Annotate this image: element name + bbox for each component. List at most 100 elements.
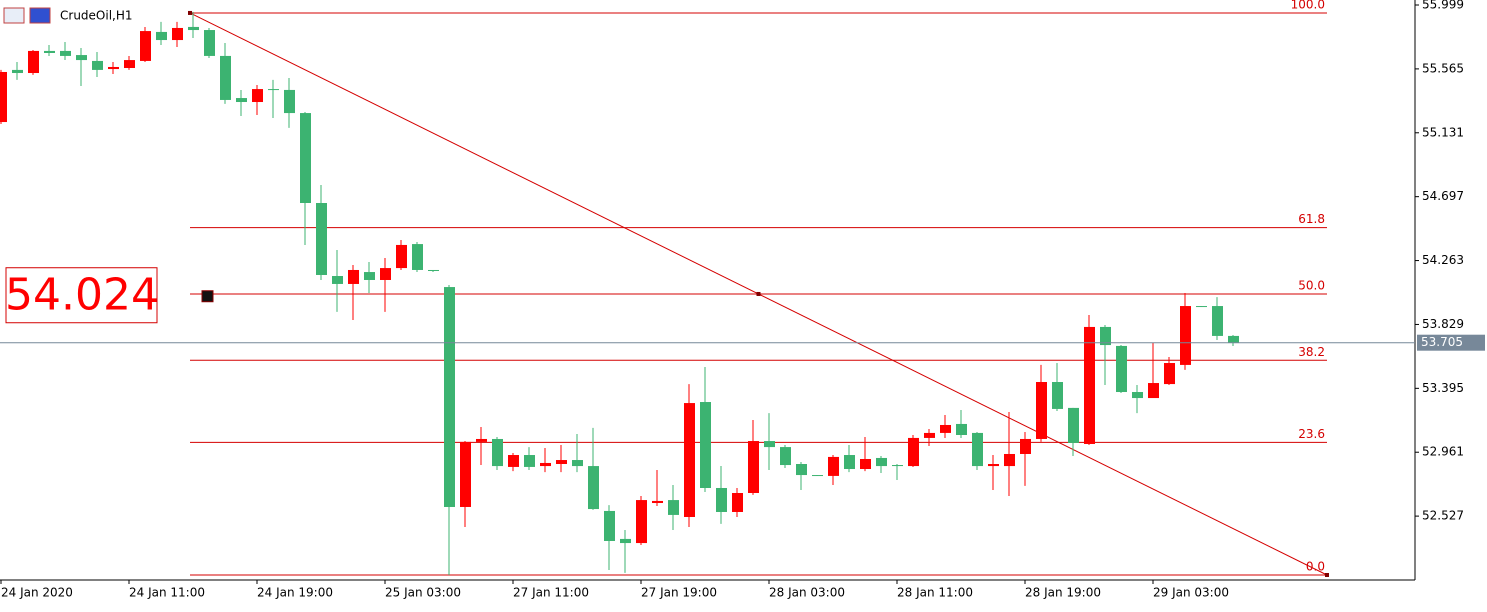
- x-tick-label: 28 Jan 11:00: [897, 586, 973, 600]
- candle-body: [188, 26, 199, 31]
- candle-body: [1004, 453, 1015, 467]
- candle-body: [956, 423, 967, 435]
- candle-body: [172, 27, 183, 41]
- candle-body: [876, 457, 887, 467]
- last-price-box: [1417, 334, 1485, 351]
- candle-body: [700, 402, 711, 488]
- x-tick-label: 27 Jan 19:00: [641, 586, 717, 600]
- plot-area: 100.0 61.8 50.0 38.2 23.6 0.0: [0, 0, 1329, 577]
- fib-anchor: [756, 291, 761, 296]
- candle-body: [1180, 306, 1191, 365]
- candle-body: [284, 89, 295, 114]
- candle-body: [204, 30, 215, 56]
- candle-body: [252, 89, 263, 103]
- candle-body: [604, 510, 615, 541]
- candle-body: [556, 460, 567, 464]
- candle-body: [732, 493, 743, 512]
- candle-body: [412, 244, 423, 270]
- candle-body: [572, 460, 583, 467]
- candle-body: [828, 456, 839, 476]
- symbol-label: CrudeOil,H1: [60, 9, 133, 23]
- candle-body: [364, 272, 375, 280]
- candle-body: [348, 269, 359, 284]
- candle-body: [140, 31, 151, 61]
- candle-body: [1148, 383, 1159, 399]
- candle-body: [844, 455, 855, 470]
- candle-body: [620, 538, 631, 544]
- candle-body: [28, 50, 39, 74]
- candle-body: [236, 98, 247, 103]
- candle-body: [1084, 326, 1095, 444]
- x-tick-label: 24 Jan 19:00: [257, 586, 333, 600]
- candle-body: [812, 475, 823, 477]
- candle-body: [924, 432, 935, 438]
- candle-body: [668, 500, 679, 515]
- candle-body: [44, 50, 55, 53]
- x-tick-label: 28 Jan 19:00: [1025, 586, 1101, 600]
- fib-label: 38.2: [1298, 345, 1325, 359]
- candle-body: [908, 437, 919, 467]
- candle-body: [988, 464, 999, 467]
- x-tick-label: 24 Jan 2020: [1, 586, 73, 600]
- candle-body: [860, 458, 871, 470]
- candle-body: [444, 287, 455, 507]
- x-tick-label: 29 Jan 03:00: [1153, 586, 1229, 600]
- candle-body: [892, 465, 903, 467]
- fib-label: 61.8: [1298, 212, 1325, 226]
- candle-body: [1036, 382, 1047, 439]
- candle-body: [796, 464, 807, 476]
- candle-body: [0, 71, 7, 123]
- candle-body: [716, 487, 727, 512]
- candle-body: [972, 432, 983, 467]
- x-tick-label: 25 Jan 03:00: [385, 586, 461, 600]
- y-tick-label: 52.961: [1422, 445, 1464, 459]
- candle-body: [476, 438, 487, 442]
- crosshair-label: 54.024: [5, 270, 159, 321]
- icon: [29, 7, 51, 24]
- fib-label: 100.0: [1291, 0, 1325, 11]
- candle-body: [1212, 306, 1223, 336]
- candle-body: [780, 447, 791, 466]
- candle-body: [332, 276, 343, 284]
- x-tick-label: 28 Jan 03:00: [769, 586, 845, 600]
- y-tick-label: 55.999: [1422, 0, 1464, 12]
- candle-body: [92, 60, 103, 70]
- candle-body: [396, 244, 407, 269]
- candle-body: [156, 31, 167, 41]
- x-tick-label: 27 Jan 11:00: [513, 586, 589, 600]
- candle-body: [124, 60, 135, 69]
- candle-body: [1196, 306, 1207, 308]
- y-tick-label: 55.565: [1422, 61, 1464, 75]
- candle-body: [524, 455, 535, 467]
- candle-body: [300, 113, 311, 203]
- fib-label: 50.0: [1298, 278, 1325, 292]
- candle-body: [764, 441, 775, 448]
- candle-body: [652, 500, 663, 504]
- candle-body: [460, 441, 471, 507]
- candle-body: [380, 268, 391, 280]
- fib-label: 0.0: [1306, 559, 1325, 573]
- last-price-label: 53.705: [1421, 335, 1463, 349]
- crosshair-box: [5, 267, 158, 324]
- candle-body: [508, 455, 519, 467]
- candle-body: [220, 55, 231, 100]
- y-tick-label: 52.527: [1422, 509, 1464, 523]
- candle-body: [1052, 382, 1063, 409]
- y-tick-label: 55.131: [1422, 125, 1464, 139]
- candle-body: [12, 69, 23, 74]
- candle-body: [1020, 438, 1031, 454]
- candle-body: [540, 462, 551, 467]
- candle-body: [636, 500, 647, 544]
- y-tick-label: 53.829: [1422, 317, 1464, 331]
- candle-body: [1116, 345, 1127, 393]
- y-tick-label: 54.263: [1422, 253, 1464, 267]
- candle-body: [1100, 326, 1111, 346]
- icon: [3, 7, 25, 24]
- fib-anchor: [1325, 572, 1329, 577]
- candle-body: [1228, 335, 1239, 343]
- fib-label: 23.6: [1298, 427, 1325, 441]
- candle-body: [60, 50, 71, 56]
